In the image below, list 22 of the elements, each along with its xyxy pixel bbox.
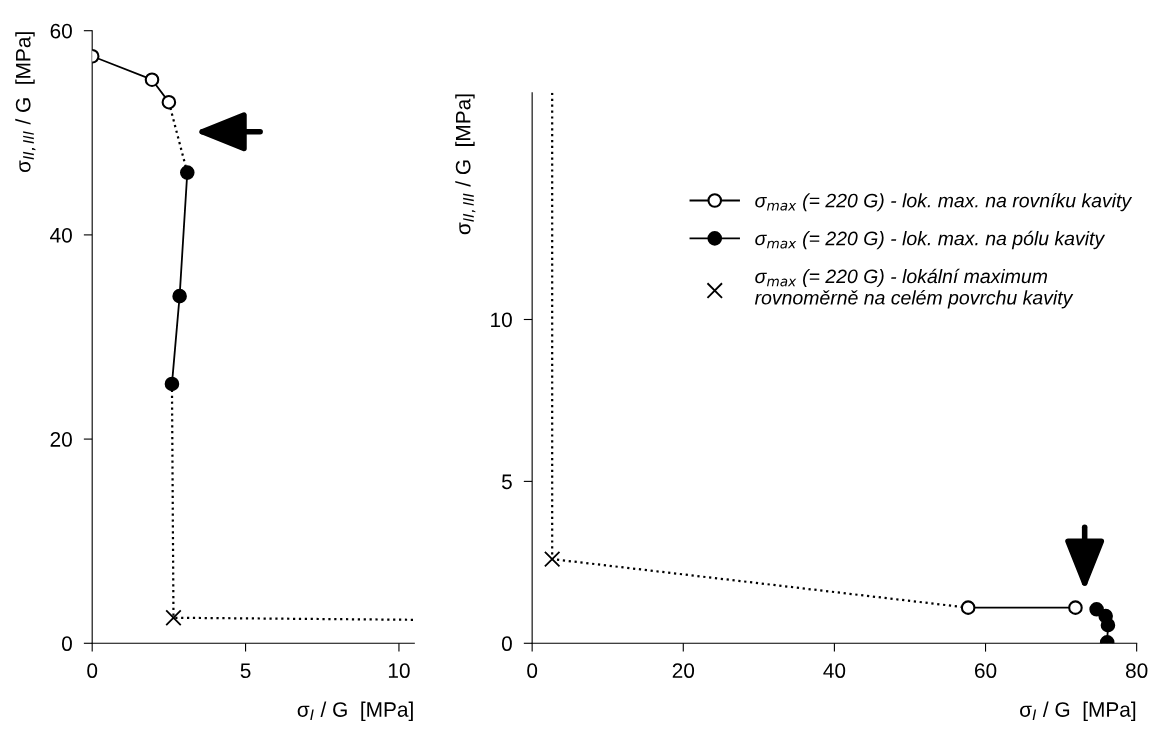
- x-tick-label: 20: [672, 663, 695, 679]
- legend-label: σ$_{max}$ (= 220 G) - lokální maximum rovnoměrně na celém povrchu kavity: [754, 268, 1074, 309]
- x-tick-label: 0: [527, 663, 538, 679]
- y-tick-label: 10: [491, 312, 512, 328]
- y-tick-label: 40: [50, 227, 72, 243]
- x-tick-label: 5: [240, 663, 251, 679]
- x-axis-title: σ$_{I}$ / G [MPa]: [1020, 701, 1136, 722]
- y-tick-label: 60: [50, 23, 72, 39]
- y-tick-label: 0: [61, 636, 72, 652]
- y-axis-title: σ$_{II,III}$ / G [MPa]: [15, 32, 36, 173]
- x-tick-label: 80: [1125, 663, 1148, 679]
- x-tick-label: 10: [388, 663, 410, 679]
- y-tick-label: 20: [50, 432, 72, 447]
- y-tick-label: 0: [501, 636, 512, 652]
- x-tick-label: 0: [87, 663, 98, 679]
- legend-label: σ$_{max}$ (= 220 G) - lok. max. na pólu kavity: [755, 230, 1106, 250]
- x-tick-label: 40: [823, 663, 846, 679]
- x-axis-title: σ$_{I}$ / G [MPa]: [297, 701, 413, 722]
- x-tick-label: 60: [975, 663, 997, 679]
- y-tick-label: 5: [501, 474, 512, 490]
- legend-label: σ$_{max}$ (= 220 G) - lok. max. na rovníku kavity: [755, 192, 1133, 212]
- y-axis-title: σ$_{II,III}$ / G [MPa]: [455, 94, 476, 235]
